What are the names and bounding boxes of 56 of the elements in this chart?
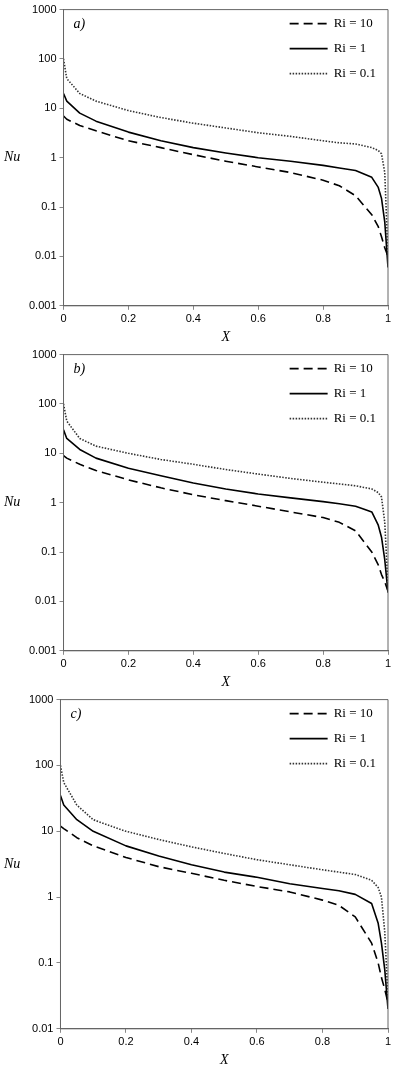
legend-label: Ri = 1 (333, 730, 367, 746)
x-tick-label: 0.2 (120, 657, 137, 670)
y-tick-label: 1 (50, 495, 57, 508)
y-tick-label: 0.1 (38, 955, 54, 968)
y-tick-label: 0.001 (29, 298, 57, 311)
x-axis-title: X (220, 673, 231, 689)
x-axis-title: X (218, 1051, 229, 1067)
x-tick-label: 1 (384, 312, 392, 325)
x-tick-label: 0.6 (250, 657, 266, 670)
y-tick-label: 0.001 (29, 643, 57, 656)
x-tick-label: 0.8 (314, 1035, 331, 1048)
y-tick-label: 0.01 (35, 594, 57, 607)
y-tick-label: 1000 (32, 347, 57, 360)
y-axis-title: Nu (3, 149, 21, 165)
y-tick-label: 1000 (28, 692, 54, 705)
legend-label: Ri = 1 (333, 385, 367, 401)
x-tick-label: 0 (60, 312, 67, 325)
y-tick-label: 1000 (32, 2, 57, 15)
y-tick-label: 0.1 (41, 200, 57, 213)
x-tick-label: 1 (384, 1035, 392, 1048)
x-tick-label: 0.4 (185, 312, 201, 325)
x-tick-label: 0 (60, 657, 67, 670)
x-tick-label: 0.6 (249, 1035, 265, 1048)
x-tick-label: 0.2 (118, 1035, 134, 1048)
annotation: b) (73, 361, 86, 378)
y-tick-label: 10 (44, 446, 57, 459)
legend-label: Ri = 10 (333, 705, 373, 721)
x-tick-label: 0.8 (315, 657, 331, 670)
x-tick-label: 0.4 (185, 657, 201, 670)
y-tick-label: 0.1 (41, 545, 57, 558)
y-tick-label: 10 (41, 824, 54, 837)
y-tick-label: 100 (35, 758, 54, 771)
y-axis-title: Nu (3, 855, 21, 871)
y-tick-label: 1 (47, 890, 54, 903)
x-tick-label: 0 (57, 1035, 64, 1048)
x-tick-label: 0.4 (183, 1035, 200, 1048)
y-tick-label: 100 (38, 52, 57, 64)
legend-label: Ri = 0.1 (333, 410, 377, 426)
annotation: c) (70, 706, 82, 723)
legend-label: Ri = 0.1 (333, 65, 377, 81)
legend-label: Ri = 10 (333, 15, 373, 31)
x-tick-label: 1 (384, 657, 392, 670)
y-axis-title: Nu (3, 494, 21, 510)
legend-label: Ri = 1 (333, 40, 367, 56)
legend-label: Ri = 10 (333, 360, 373, 376)
x-tick-label: 0.8 (315, 312, 331, 325)
x-tick-label: 0.2 (120, 312, 137, 325)
legend-label: Ri = 0.1 (333, 755, 377, 771)
y-tick-label: 10 (44, 101, 57, 114)
x-axis-title: X (220, 328, 231, 344)
y-tick-label: 0.01 (35, 249, 57, 262)
y-tick-label: 100 (38, 397, 57, 409)
y-tick-label: 1 (50, 150, 57, 163)
annotation: a) (73, 16, 86, 33)
y-tick-label: 0.01 (32, 1021, 54, 1034)
x-tick-label: 0.6 (250, 312, 266, 325)
